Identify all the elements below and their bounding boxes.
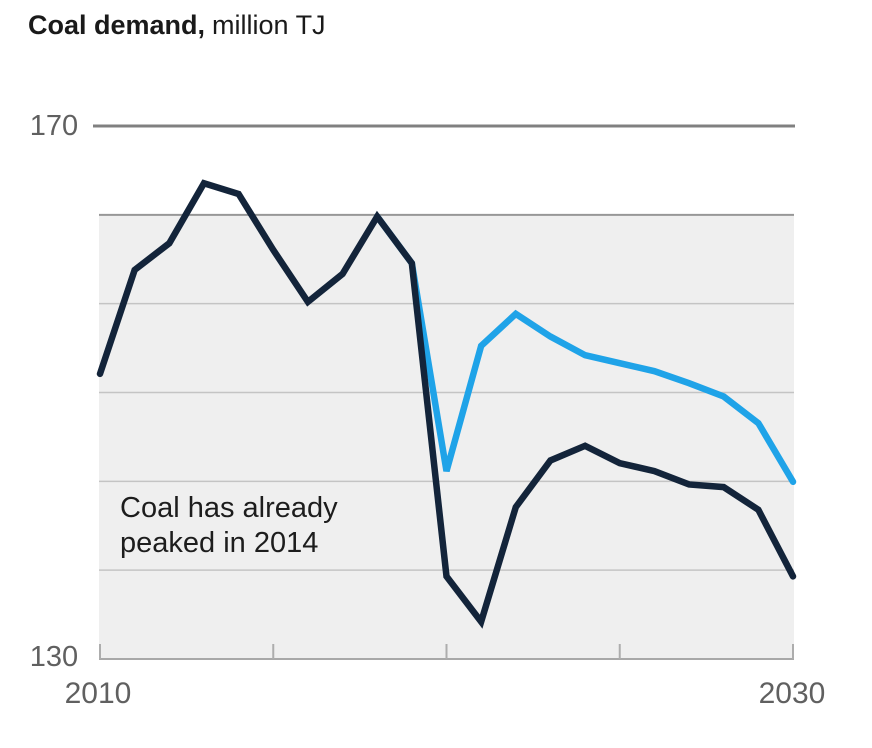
x-axis-label-2030: 2030 [758, 677, 826, 710]
y-axis-label-170: 170 [29, 110, 79, 142]
chart-title-unit: million TJ [212, 10, 326, 40]
chart-title-main: Coal demand, [28, 10, 206, 40]
y-axis-label-130: 130 [29, 641, 79, 673]
x-axis-label-2010: 2010 [64, 677, 132, 710]
series-line-dark [96, 179, 797, 629]
peak-annotation-line1: Coal has already [120, 492, 338, 524]
series-line-blue [373, 213, 797, 486]
plot-background [99, 214, 794, 659]
peak-annotation-line2: peaked in 2014 [120, 527, 319, 559]
chart-title: Coal demand, million TJ [28, 10, 326, 41]
peak-annotation: Coal has already peaked in 2014 [120, 491, 338, 561]
